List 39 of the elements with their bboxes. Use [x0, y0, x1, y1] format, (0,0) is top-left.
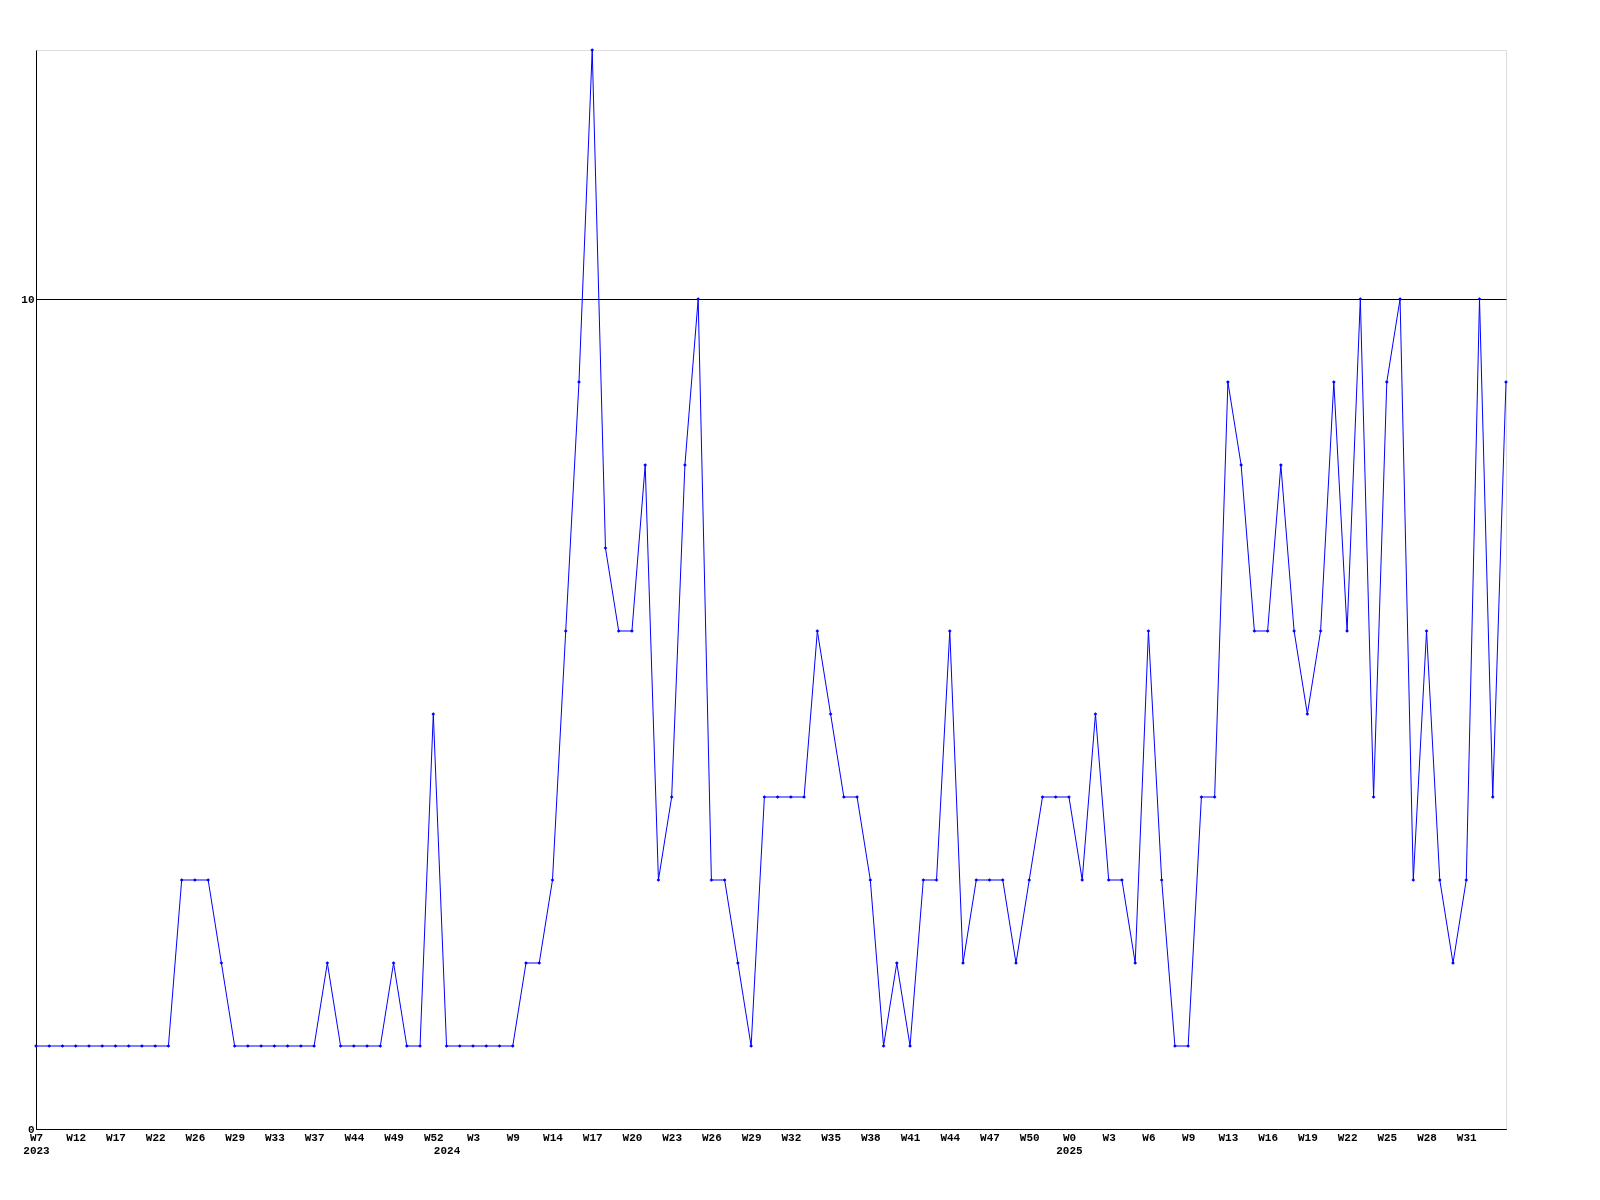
x-tick-label: 2024: [433, 1144, 461, 1157]
x-tick-label: W7 2023: [23, 1131, 51, 1157]
x-tick-label: W3: [466, 1131, 481, 1144]
x-tick-label: W26: [185, 1131, 206, 1144]
x-tick-label: W17: [582, 1131, 603, 1144]
x-tick-label: W31: [1456, 1131, 1478, 1144]
x-tick-label: W33: [264, 1131, 286, 1144]
x-tick-label: W17: [106, 1131, 126, 1144]
x-tick-label: W49: [384, 1131, 404, 1144]
x-tick-label: W20: [622, 1131, 643, 1144]
x-tick-label: W44: [344, 1131, 365, 1144]
x-tick-label: W29: [225, 1131, 246, 1144]
x-tick-label: W22: [1337, 1131, 1358, 1144]
x-tick-label: W14: [543, 1131, 564, 1144]
x-tick-label: W29: [741, 1131, 762, 1144]
y-tick-label: 10: [21, 293, 35, 306]
x-tick-label: W6: [1142, 1131, 1156, 1144]
x-tick-label: W16: [1258, 1131, 1279, 1144]
x-tick-label: W3: [1102, 1131, 1117, 1144]
x-tick-label: W47: [980, 1131, 1000, 1144]
x-tick-label: W37: [304, 1131, 325, 1144]
x-tick-label: W19: [1297, 1131, 1318, 1144]
x-tick-label: W32: [781, 1131, 802, 1144]
x-tick-label: W12: [66, 1131, 87, 1144]
x-tick-label: W9: [1182, 1131, 1196, 1144]
x-tick-label: W9: [506, 1131, 520, 1144]
x-tick-label: W28: [1417, 1131, 1438, 1144]
x-tick-label: W22: [145, 1131, 166, 1144]
x-tick-label: W13: [1218, 1131, 1239, 1144]
x-tick-label: W26: [702, 1131, 722, 1144]
x-tick-label: W0 2025: [1056, 1131, 1084, 1157]
x-tick-label: W44: [940, 1131, 961, 1144]
x-tick-label: W41: [900, 1131, 921, 1144]
x-tick-label: W23: [662, 1131, 683, 1144]
x-tick-label: W52: [423, 1131, 444, 1144]
x-tick-label: W35: [821, 1131, 842, 1144]
x-tick-label: W25: [1377, 1131, 1398, 1144]
x-tick-label: W50: [1019, 1131, 1040, 1144]
x-tick-label: W38: [860, 1131, 882, 1144]
